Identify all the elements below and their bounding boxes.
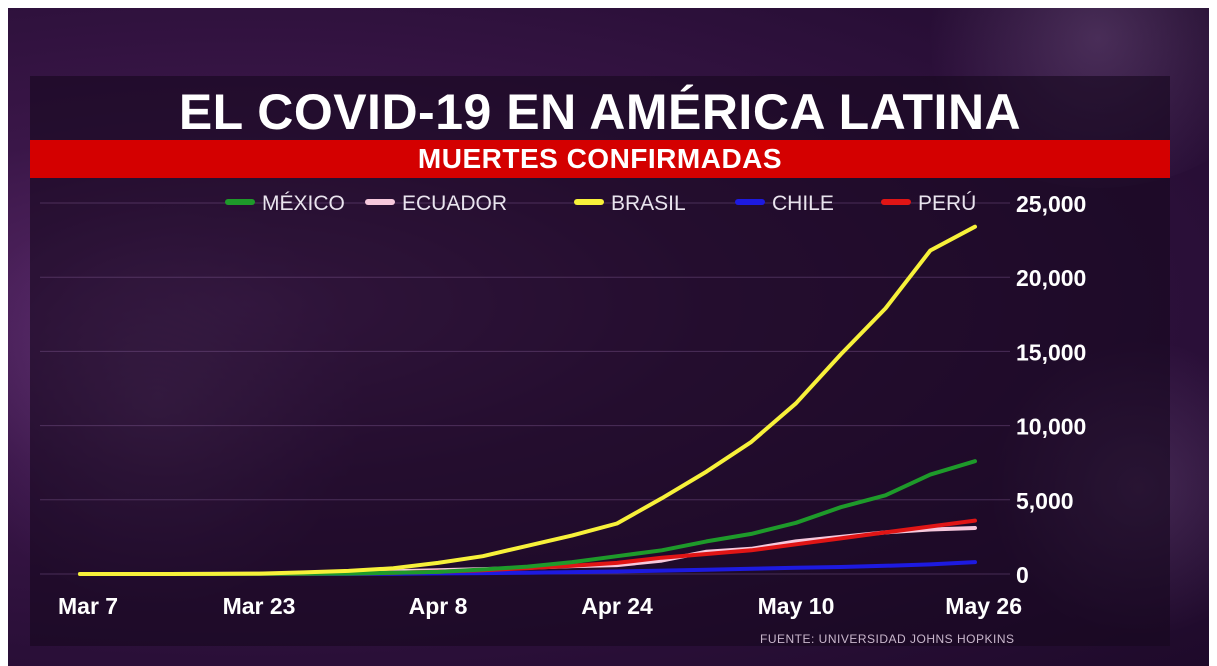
x-tick-label: Apr 8 [409,593,468,619]
legend-label-chile: CHILE [772,192,834,215]
y-tick-label: 5,000 [1016,488,1074,514]
legend-label-brasil: BRASIL [611,192,686,215]
series-line-brasil [78,224,977,576]
series-line-mexico [78,459,977,576]
subtitle-banner: MUERTES CONFIRMADAS [30,140,1170,178]
y-tick-label: 0 [1016,562,1029,588]
y-tick-label: 15,000 [1016,339,1086,365]
y-tick-label: 25,000 [1016,191,1086,217]
chart-title: EL COVID-19 EN AMÉRICA LATINA [178,84,1022,140]
x-tick-label: May 10 [758,593,835,619]
y-tick-label: 20,000 [1016,265,1086,291]
legend-label-ecuador: ECUADOR [402,192,507,215]
x-tick-label: May 26 [945,593,1022,619]
legend-label-peru: PERÚ [918,192,976,215]
y-tick-label: 10,000 [1016,414,1086,440]
source-note: FUENTE: UNIVERSIDAD JOHNS HOPKINS [760,632,1015,646]
x-tick-label: Mar 23 [223,593,296,619]
x-tick-label: Apr 24 [581,593,653,619]
legend-label-mexico: MÉXICO [262,192,345,215]
x-tick-label: Mar 7 [58,593,118,619]
